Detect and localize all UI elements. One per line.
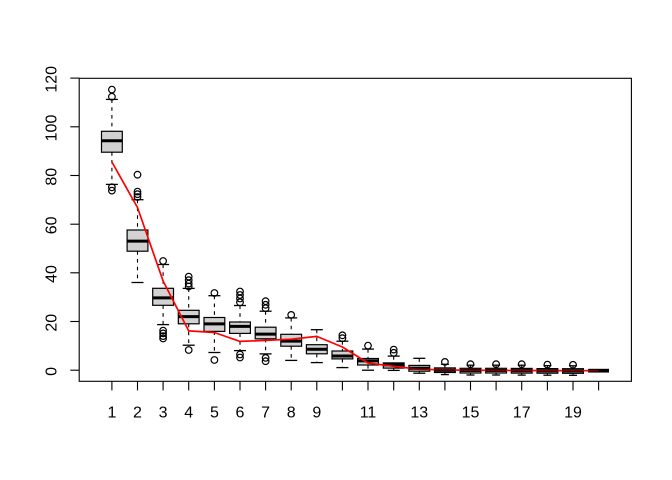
svg-text:20: 20	[44, 314, 61, 332]
svg-text:40: 40	[44, 265, 61, 283]
svg-text:19: 19	[564, 404, 582, 421]
svg-text:80: 80	[44, 168, 61, 186]
svg-text:4: 4	[184, 404, 193, 421]
svg-text:2: 2	[133, 404, 142, 421]
svg-text:7: 7	[261, 404, 270, 421]
svg-text:100: 100	[44, 115, 61, 142]
svg-text:120: 120	[44, 66, 61, 93]
svg-text:6: 6	[236, 404, 245, 421]
svg-text:13: 13	[410, 404, 428, 421]
svg-text:60: 60	[44, 216, 61, 234]
svg-text:9: 9	[312, 404, 321, 421]
svg-text:8: 8	[287, 404, 296, 421]
svg-text:0: 0	[44, 367, 61, 376]
svg-text:1: 1	[107, 404, 116, 421]
svg-text:17: 17	[513, 404, 531, 421]
svg-text:5: 5	[210, 404, 219, 421]
svg-text:3: 3	[159, 404, 168, 421]
svg-text:15: 15	[462, 404, 480, 421]
svg-text:11: 11	[360, 404, 377, 421]
